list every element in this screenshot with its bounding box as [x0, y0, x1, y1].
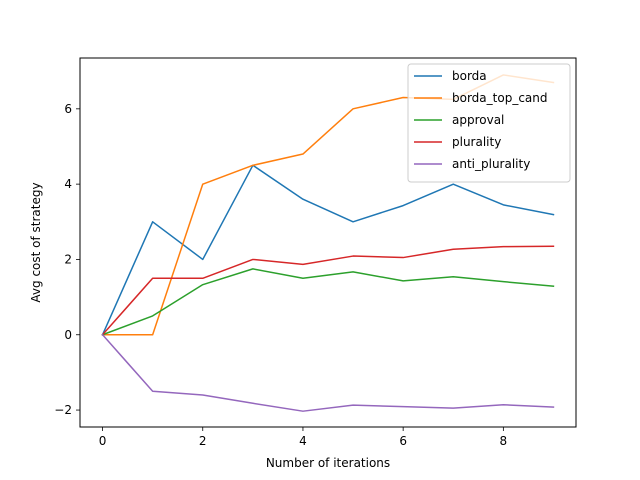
legend: borda borda_top_cand approval plurality anti… [407, 63, 571, 183]
legend-label: plurality [452, 135, 501, 149]
y-axis-ticks: −2 0 2 4 6 [54, 102, 80, 417]
y-axis-label: Avg cost of strategy [29, 182, 43, 302]
legend-box [407, 63, 571, 183]
x-axis-label: Number of iterations [266, 456, 390, 470]
x-axis-ticks: 0 2 4 6 8 [99, 427, 507, 448]
x-tick-label: 0 [99, 434, 107, 448]
x-tick-label: 8 [500, 434, 508, 448]
legend-label: anti_plurality [452, 157, 530, 171]
x-tick-label: 4 [299, 434, 307, 448]
series-line-anti-plurality [101, 333, 555, 412]
y-tick-label: 2 [64, 252, 72, 266]
series-line-borda [101, 164, 555, 336]
plot-frame [79, 57, 577, 428]
series-line-plurality [101, 245, 555, 336]
y-tick-label: 4 [64, 177, 72, 191]
y-tick-label: −2 [54, 403, 72, 417]
legend-label: approval [452, 113, 504, 127]
y-tick-label: 6 [64, 102, 72, 116]
legend-label: borda [452, 69, 487, 83]
x-tick-label: 6 [399, 434, 407, 448]
series-line-approval [101, 268, 555, 336]
x-tick-label: 2 [199, 434, 207, 448]
y-tick-label: 0 [64, 328, 72, 342]
legend-label: borda_top_cand [452, 91, 548, 105]
